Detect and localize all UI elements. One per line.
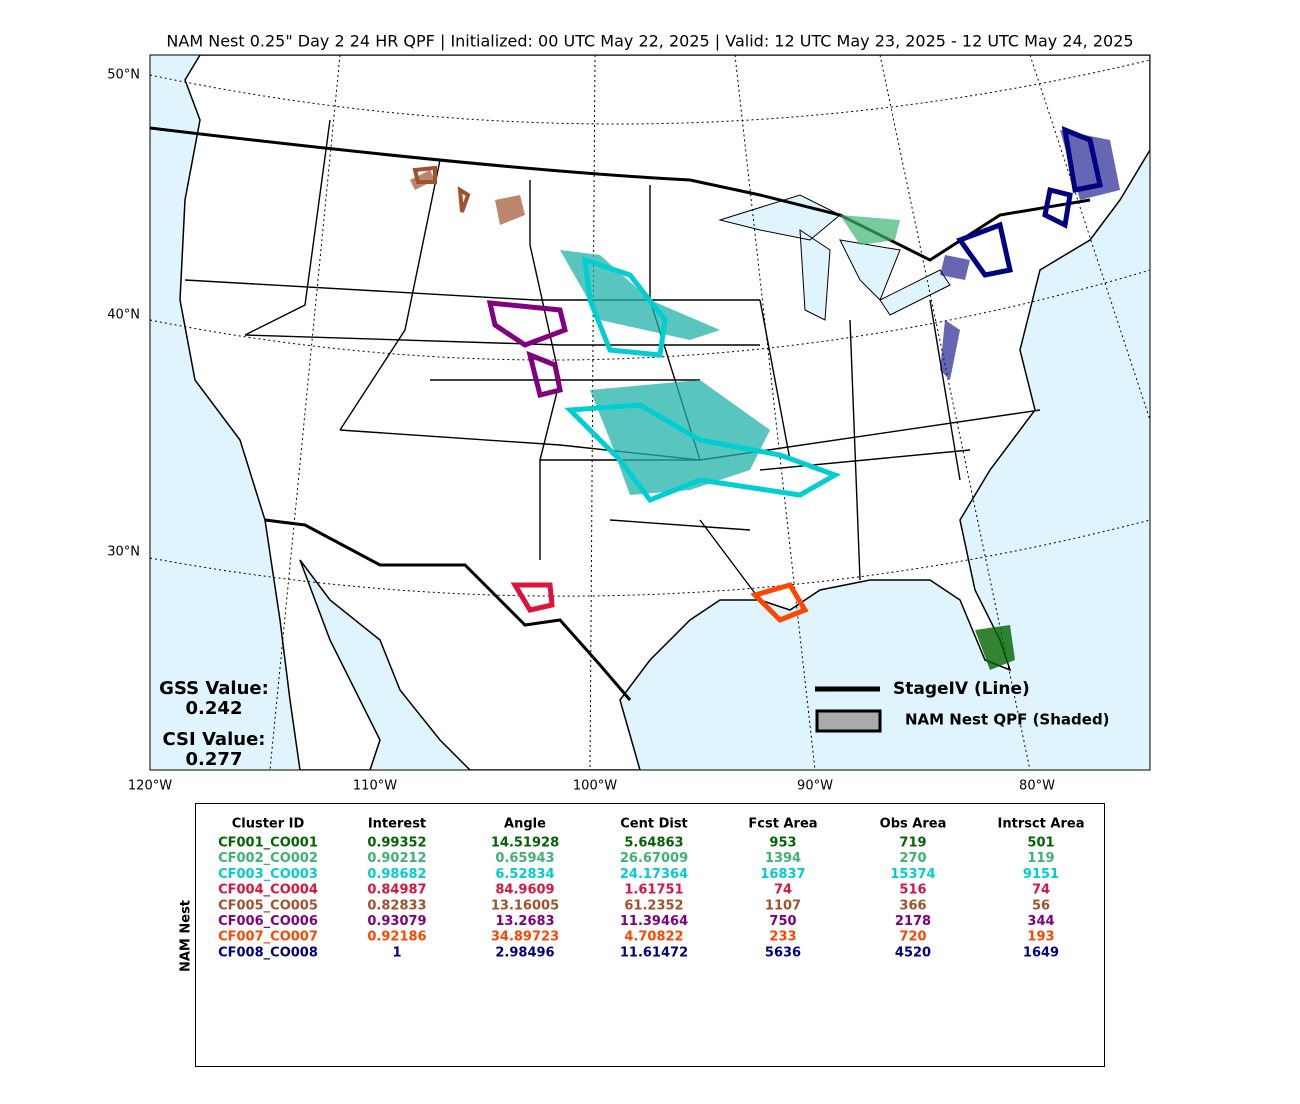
table-cell: 193 bbox=[1027, 930, 1054, 945]
table-cell: 26.67009 bbox=[620, 851, 688, 866]
table-cell: 344 bbox=[1027, 914, 1054, 929]
table-cell: 4.70822 bbox=[624, 930, 683, 945]
table-header: Intrsct Area bbox=[998, 817, 1085, 832]
table-cell: CF008_CO008 bbox=[218, 945, 318, 960]
table-cell: 720 bbox=[899, 930, 926, 945]
table-cell: 14.51928 bbox=[491, 836, 559, 851]
graticule bbox=[150, 55, 1150, 770]
table-cell: 4520 bbox=[895, 945, 931, 960]
legend-swatch bbox=[815, 709, 882, 733]
table-cell: 719 bbox=[899, 836, 926, 851]
table-cell: 0.84987 bbox=[367, 883, 426, 898]
table-cell: 5636 bbox=[765, 945, 801, 960]
table-cell: 516 bbox=[899, 883, 926, 898]
table-cell: CF007_CO007 bbox=[218, 930, 318, 945]
lat-label: 30°N bbox=[107, 545, 140, 560]
table-cell: 366 bbox=[899, 898, 926, 913]
csi-label: CSI Value: bbox=[163, 729, 266, 750]
table-cell: CF001_CO001 bbox=[218, 836, 318, 851]
table-cell: CF002_CO002 bbox=[218, 851, 318, 866]
lon-label: 120°W bbox=[128, 779, 172, 794]
table-cell: CF003_CO003 bbox=[218, 867, 318, 882]
table-cell: 1107 bbox=[765, 898, 801, 913]
table-cell: 9151 bbox=[1023, 867, 1059, 882]
table-cell: 74 bbox=[1032, 883, 1050, 898]
table-header: Interest bbox=[368, 817, 426, 832]
table-cell: 61.2352 bbox=[624, 898, 683, 913]
table-cell: 0.65943 bbox=[495, 851, 554, 866]
table-cell: CF006_CO006 bbox=[218, 914, 318, 929]
table-cell: 13.2683 bbox=[495, 914, 554, 929]
title: NAM Nest 0.25" Day 2 24 HR QPF | Initial… bbox=[166, 32, 1133, 51]
table-cell: 750 bbox=[769, 914, 796, 929]
table-cell: CF004_CO004 bbox=[218, 883, 318, 898]
lon-label: 80°W bbox=[1019, 779, 1055, 794]
table-cell: 270 bbox=[899, 851, 926, 866]
table-cell: 0.82833 bbox=[367, 898, 426, 913]
table: Cluster ID Interest Angle Cent Dist Fcst Are… bbox=[218, 817, 1084, 961]
gss-value: 0.242 bbox=[186, 698, 243, 719]
table-cell: 1 bbox=[392, 945, 401, 960]
table-cell: 233 bbox=[769, 930, 796, 945]
table-cell: 11.39464 bbox=[620, 914, 688, 929]
lat-label: 40°N bbox=[107, 308, 140, 323]
table-header: Angle bbox=[504, 817, 546, 832]
lon-label: 100°W bbox=[573, 779, 617, 794]
lakes bbox=[718, 194, 951, 321]
table-cell: 74 bbox=[774, 883, 792, 898]
table-cell: CF005_CO005 bbox=[218, 898, 318, 913]
table-cell: 0.90212 bbox=[367, 851, 426, 866]
table-cell: 119 bbox=[1027, 851, 1054, 866]
map: 50°N 40°N 30°N 120°W 110°W 100°W 90°W 80°W GSS… bbox=[107, 54, 1151, 794]
csi-value: 0.277 bbox=[186, 749, 243, 770]
table-cell: 2178 bbox=[895, 914, 931, 929]
lon-label: 110°W bbox=[353, 779, 397, 794]
qpf-objects bbox=[410, 126, 1120, 670]
legend-label: StageIV (Line) bbox=[893, 679, 1030, 699]
lon-label: 90°W bbox=[797, 779, 833, 794]
table-cell: 0.99352 bbox=[367, 836, 426, 851]
table-cell: 2.98496 bbox=[495, 945, 554, 960]
table-cell: 6.52834 bbox=[495, 867, 554, 882]
table-header: Cluster ID bbox=[232, 817, 305, 832]
table-frame bbox=[195, 803, 1105, 1067]
table-cell: 15374 bbox=[890, 867, 935, 882]
lat-label: 50°N bbox=[107, 68, 140, 83]
table-cell: 1649 bbox=[1023, 945, 1059, 960]
legend-label: NAM Nest QPF (Shaded) bbox=[905, 711, 1110, 729]
table-side-label: NAM Nest bbox=[179, 900, 194, 972]
table-cell: 953 bbox=[769, 836, 796, 851]
table-cell: 1.61751 bbox=[624, 883, 683, 898]
table-cell: 34.89723 bbox=[491, 930, 559, 945]
table-header: Cent Dist bbox=[620, 817, 688, 832]
table-cell: 5.64863 bbox=[624, 836, 683, 851]
table-cell: 24.17364 bbox=[620, 867, 688, 882]
table-cell: 84.9609 bbox=[495, 883, 554, 898]
table-header: Fcst Area bbox=[748, 817, 817, 832]
frame bbox=[149, 54, 1151, 771]
table-cell: 0.92186 bbox=[367, 930, 426, 945]
table-cell: 11.61472 bbox=[620, 945, 688, 960]
table-cell: 501 bbox=[1027, 836, 1054, 851]
table-cell: 56 bbox=[1032, 898, 1050, 913]
table-cell: 0.93079 bbox=[367, 914, 426, 929]
table-cell: 13.16005 bbox=[491, 898, 559, 913]
table-cell: 1394 bbox=[765, 851, 801, 866]
table-cell: 0.98682 bbox=[367, 867, 426, 882]
table-header: Obs Area bbox=[880, 817, 947, 832]
table-cell: 16837 bbox=[760, 867, 805, 882]
gss-label: GSS Value: bbox=[159, 678, 269, 699]
